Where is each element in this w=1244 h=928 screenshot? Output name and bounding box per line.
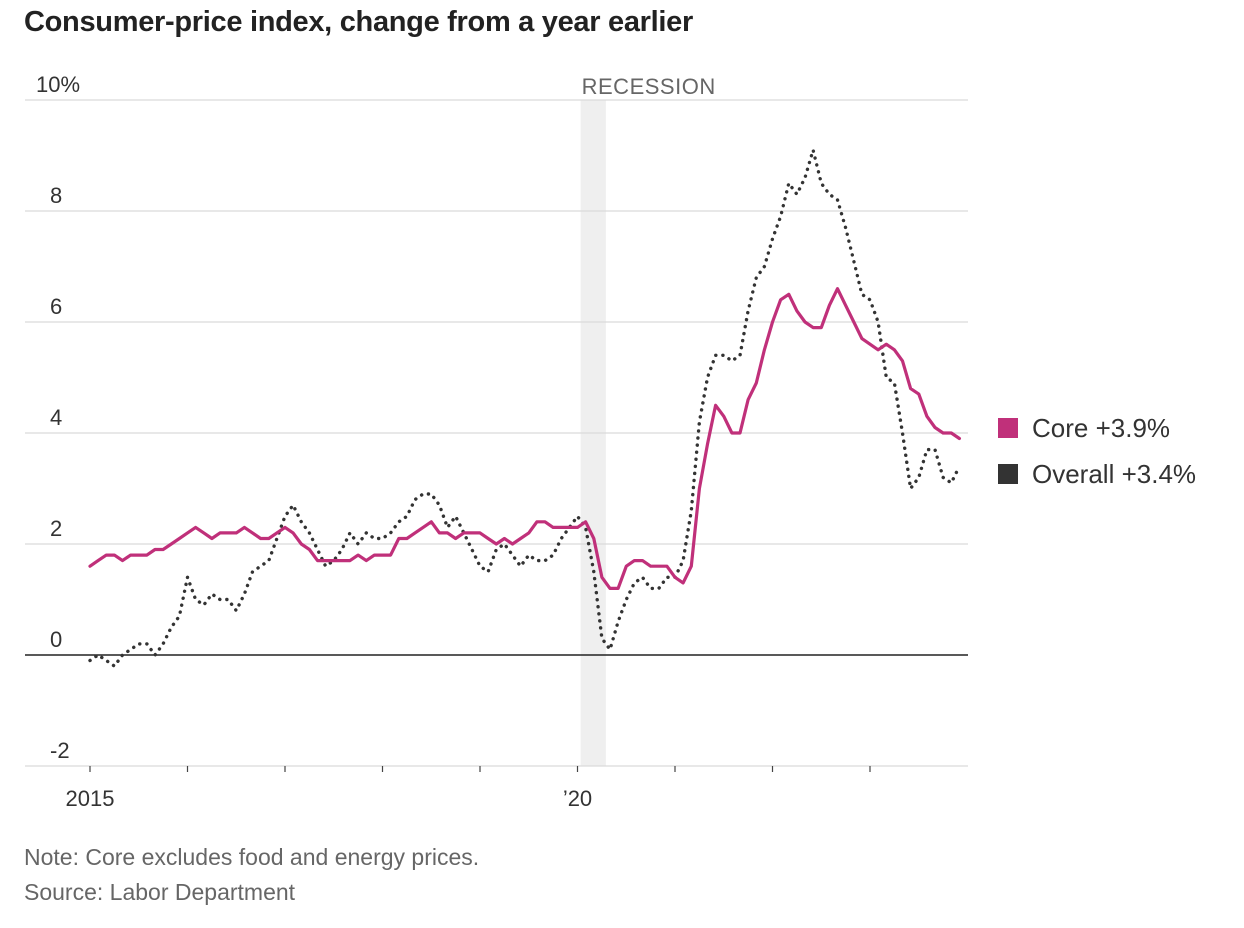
y-tick-label: 6	[50, 294, 62, 319]
series-line-core	[88, 287, 962, 591]
legend-label-core: Core +3.9%	[1032, 412, 1171, 443]
y-tick-label: 4	[50, 405, 62, 430]
chart-title: Consumer-price index, change from a year…	[24, 6, 693, 38]
x-axis	[89, 766, 871, 772]
note-text: Note: Core excludes food and energy pric…	[24, 844, 480, 870]
legend-swatch-core	[998, 418, 1018, 438]
gridlines	[25, 99, 968, 767]
legend-label-overall: Overall +3.4%	[1032, 458, 1197, 489]
legend: Core +3.9% Overall +3.4%	[998, 405, 1196, 497]
x-tick-label: 2015	[66, 786, 115, 811]
legend-item-core[interactable]: Core +3.9%	[998, 405, 1196, 451]
x-tick-label: ’20	[563, 786, 592, 811]
axis-labels: RECESSION 10% 8 6 4 2 0 -2 2015 ’20	[36, 72, 716, 811]
legend-swatch-overall	[998, 464, 1018, 484]
chart-footnotes: Note: Core excludes food and energy pric…	[24, 840, 479, 910]
y-tick-label: 10%	[36, 72, 80, 97]
recession-label: RECESSION	[582, 74, 716, 99]
y-tick-label: 8	[50, 183, 62, 208]
legend-item-overall[interactable]: Overall +3.4%	[998, 451, 1196, 497]
y-tick-label: 2	[50, 516, 62, 541]
line-chart: RECESSION 10% 8 6 4 2 0 -2 2015 ’20	[25, 72, 968, 811]
y-tick-label: 0	[50, 627, 62, 652]
series-line-overall	[88, 148, 962, 668]
y-tick-label: -2	[50, 738, 70, 763]
source-text: Source: Labor Department	[24, 879, 296, 905]
series-lines	[88, 148, 962, 668]
